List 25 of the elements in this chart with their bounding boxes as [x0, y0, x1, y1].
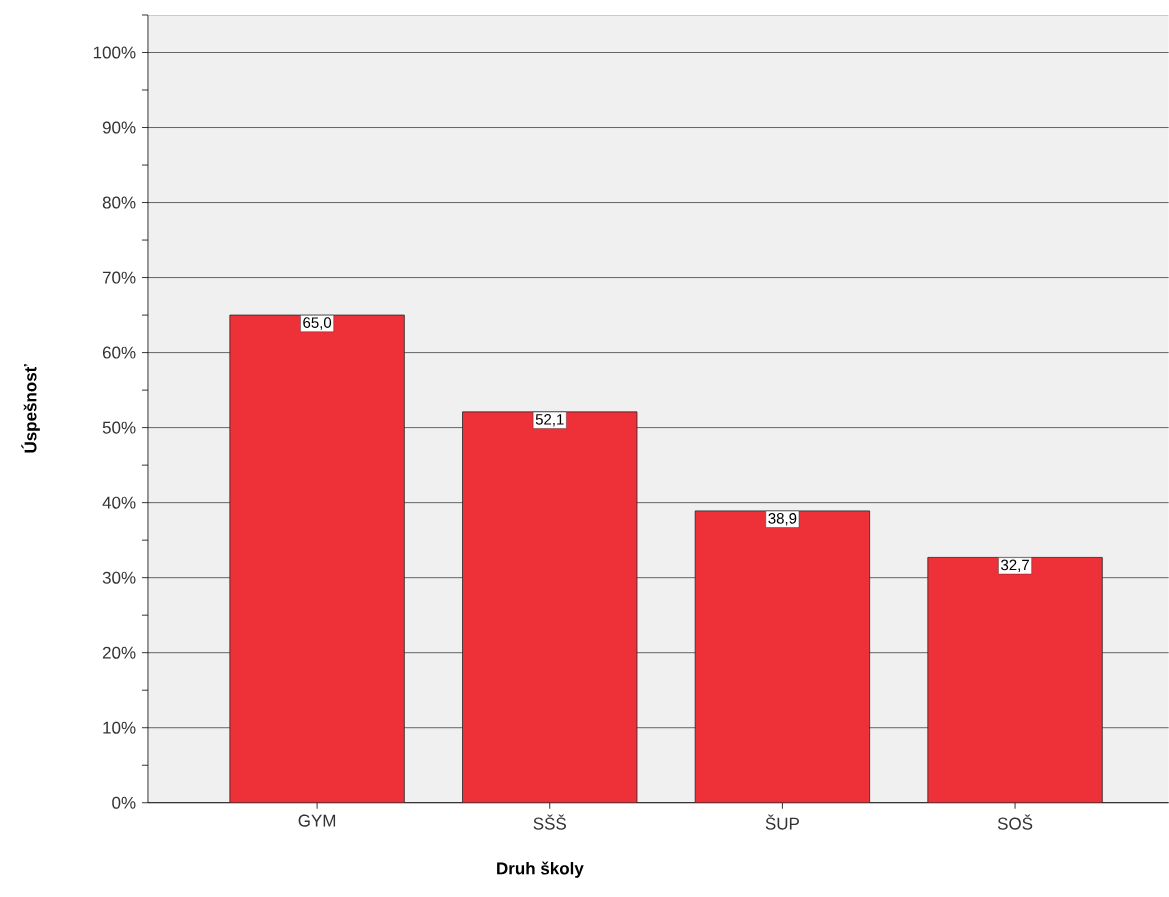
y-tick-label: 70%	[102, 271, 136, 284]
y-tick-label: 90%	[102, 121, 136, 134]
y-tick-label: 20%	[102, 646, 136, 659]
y-tick-label: 60%	[102, 346, 136, 359]
x-tick-label: GYM	[298, 814, 336, 827]
y-tick-label: 10%	[103, 721, 136, 734]
y-tick-label: 50%	[102, 421, 136, 434]
y-tick-label: 100%	[93, 46, 136, 59]
x-axis-title: Druh školy	[497, 861, 584, 878]
y-tick-label: 40%	[102, 496, 136, 509]
y-tick-label: 80%	[102, 196, 136, 209]
y-tick-label: 0%	[112, 796, 136, 809]
bar	[229, 314, 405, 803]
data-label: 65,0	[303, 317, 332, 330]
x-tick-label: SOŠ	[997, 814, 1033, 830]
data-label: 52,1	[535, 414, 564, 427]
x-tick-label: ŠUP	[765, 814, 799, 830]
data-label: 38,9	[768, 513, 797, 526]
bar	[462, 411, 638, 803]
bar	[927, 557, 1103, 803]
y-axis-title: Úspešnosť	[21, 364, 40, 453]
bar	[694, 510, 871, 803]
data-label: 32,7	[1001, 559, 1029, 573]
y-tick-label: 30%	[102, 571, 136, 584]
x-tick-label: SŠŠ	[533, 814, 566, 830]
